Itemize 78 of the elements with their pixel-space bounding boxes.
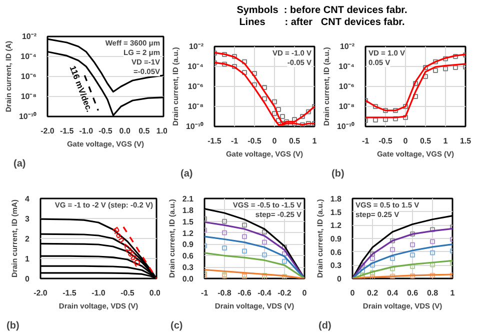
y-tick-label: 10⁻⁴ [20,52,37,61]
x-tick-label: 0.6 [406,288,419,298]
x-tick-label: 1 [312,136,318,146]
x-tick-label: 0 [272,136,278,146]
y-tick-label: 0.9 [330,234,342,244]
y-tick-label: 0.9 [182,240,194,250]
x-tick-label: 0.5 [420,136,432,146]
x-tick-label: -1 [200,288,209,298]
x-tick-label: 1 [450,288,456,298]
y-tick-label: 10⁻⁴ [338,62,355,71]
x-tick-label: -0.8 [218,288,232,298]
x-tick-label: -0.5 [248,136,262,146]
y-tick-label: 10⁻⁸ [20,92,37,101]
y-tick-label: 3 [25,214,30,224]
y-tick-label: 10⁻⁶ [188,82,204,91]
x-tick-label: 0 [403,136,408,146]
y-tick-label: 10⁻¹⁰ [186,122,204,131]
x-tick-label: -0.5 [120,288,135,298]
x-tick-label: -0.5 [98,126,113,136]
x-tick-label: 0.0 [119,126,131,136]
text: (b) [332,168,344,180]
x-tick-label: 0.5 [288,136,301,146]
x-tick-label: -1.5 [208,136,222,146]
text: (a) [180,168,193,180]
y-tick-label: 1.2 [182,228,194,238]
y-tick-label: 10⁻² [340,42,355,51]
x-tick-label: 0.0 [149,288,162,298]
x-tick-label: -0.4 [258,288,272,298]
y-tick-label: 1 [25,254,30,264]
y-tick-label: 0.6 [330,248,342,257]
y-tick-label: 4 [25,194,30,204]
y-tick-label: 1.8 [182,206,194,215]
y-tick-label: 0.0 [182,274,194,284]
x-tick-label: 0.4 [386,288,399,298]
x-tick-label: 0.5 [138,126,150,136]
y-tick-label: 0.6 [182,252,194,261]
x-tick-label: 1 [443,136,448,146]
y-tick-label: 10⁻⁴ [188,62,204,71]
y-tick-label: 10⁻⁶ [338,82,355,91]
y-tick-label: 2 [25,234,30,244]
x-tick-label: -0.2 [278,288,292,298]
y-tick-label: 1.8 [330,194,342,204]
x-tick-label: 0.8 [426,288,439,298]
y-tick-label: 0 [25,274,30,284]
x-tick-label: -2.0 [34,288,48,298]
y-tick-label: 0.3 [330,261,342,270]
y-tick-label: 10⁻² [22,32,37,41]
text: (c) [170,320,183,332]
y-tick-label: 10⁻⁶ [20,72,37,81]
y-tick-label: 1.2 [330,221,342,230]
y-tick-label: 2.1 [182,194,194,204]
x-tick-label: 1.5 [460,136,472,146]
x-tick-label: 1.0 [156,126,168,136]
chart-subtitle: Lines : after CNT devices fabr. [238,17,406,29]
x-tick-label: 0 [302,288,308,298]
x-tick-label: -1 [230,136,239,146]
x-tick-label: 0.2 [366,288,379,298]
y-tick-label: 10⁻¹⁰ [336,122,354,131]
text: (a) [14,158,26,170]
x-tick-label: -0.6 [238,288,252,298]
y-tick-label: 10⁻⁸ [188,102,204,111]
x-tick-label: -1 [362,136,370,146]
x-tick-label: -1.0 [79,126,94,136]
y-tick-label: 1.5 [330,208,342,217]
x-tick-label: -1.5 [62,288,77,298]
y-tick-label: 1.5 [182,217,194,226]
x-tick-label: -1.0 [92,288,106,298]
x-tick-label: -2.0 [40,126,55,136]
y-tick-label: 10⁻² [188,42,204,51]
y-tick-label: 10⁻¹⁰ [18,112,36,121]
text: (d) [318,320,332,332]
x-tick-label: -0.5 [378,136,393,146]
y-tick-label: 10⁻⁸ [338,102,355,111]
y-tick-label: 0.3 [182,263,194,272]
text: (b) [6,320,20,332]
chart-title: Symbols : before CNT devices fabr. [236,5,408,17]
y-tick-label: 0 [337,274,342,284]
x-tick-label: -1.5 [60,126,74,136]
